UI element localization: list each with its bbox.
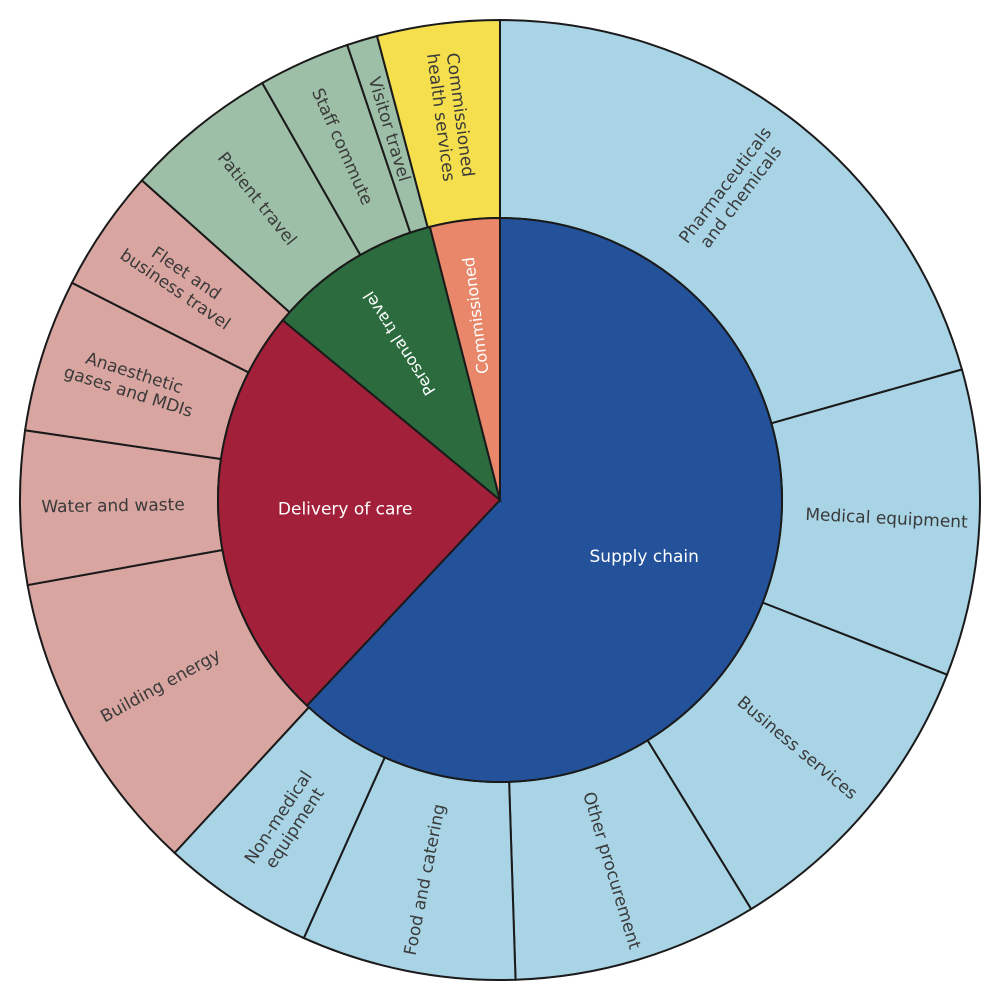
outer-label-line: Water and waste	[41, 495, 185, 517]
inner-label-delivery-of-care: Delivery of care	[278, 500, 413, 520]
inner-ring	[217, 216, 783, 783]
inner-label-supply-chain: Supply chain	[590, 547, 699, 567]
inner-segment-supply-chain	[305, 216, 783, 783]
inner-segment-delivery-of-care	[217, 318, 502, 707]
inner-segment-commissioned	[428, 216, 501, 501]
outer-label-water-and-waste: Water and waste	[41, 495, 185, 517]
inner-segment-personal-travel	[281, 225, 502, 503]
